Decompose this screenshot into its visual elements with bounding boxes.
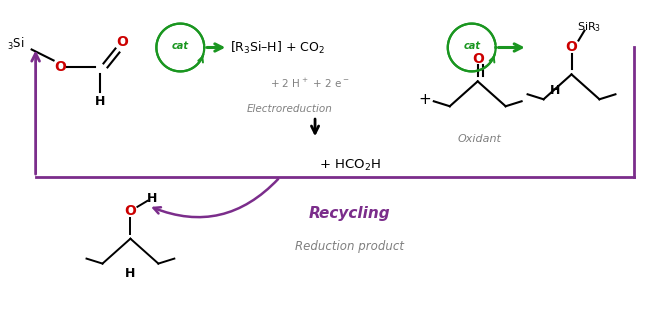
Text: + HCO$_2$H: + HCO$_2$H [319, 158, 381, 172]
Text: O: O [117, 35, 128, 48]
Text: O: O [125, 204, 136, 218]
Text: H: H [95, 95, 105, 108]
Text: Electroreduction: Electroreduction [247, 104, 333, 114]
Text: Recycling: Recycling [309, 206, 391, 221]
Text: Reduction product: Reduction product [295, 240, 405, 253]
Text: H: H [125, 267, 136, 280]
Text: SiR$_3$: SiR$_3$ [578, 21, 602, 35]
Text: cat: cat [172, 40, 189, 51]
Text: O: O [566, 40, 578, 55]
Text: H: H [147, 192, 158, 205]
Text: $_3$Si: $_3$Si [7, 36, 24, 52]
Text: O: O [472, 52, 484, 66]
Text: +: + [419, 92, 431, 107]
Text: O: O [54, 61, 66, 74]
Text: + 2 H$^+$ + 2 e$^-$: + 2 H$^+$ + 2 e$^-$ [270, 77, 350, 90]
Text: Oxidant: Oxidant [458, 134, 502, 144]
Text: H: H [550, 84, 561, 97]
Text: cat: cat [463, 40, 480, 51]
Text: [R$_3$Si–H] + CO$_2$: [R$_3$Si–H] + CO$_2$ [230, 39, 325, 56]
